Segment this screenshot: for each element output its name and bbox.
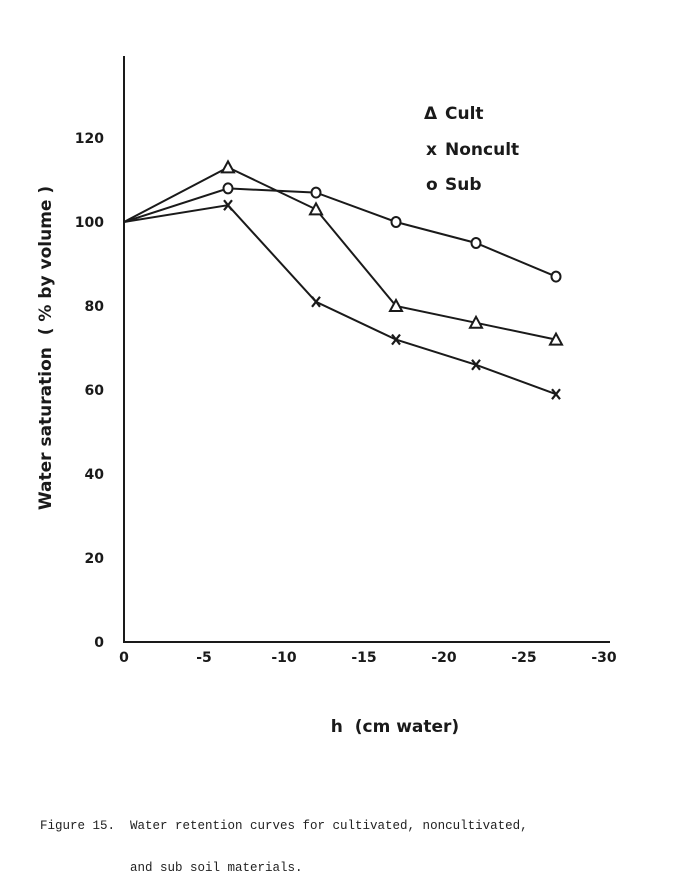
- legend-label-cult: Cult: [445, 104, 484, 124]
- data-point-cult: [468, 314, 484, 329]
- x-axis-label: h (cm water): [331, 717, 459, 737]
- data-point-noncult: [223, 199, 233, 211]
- data-point-sub: [310, 186, 322, 199]
- data-point-sub: [222, 182, 234, 195]
- y-tick-label: 20: [85, 551, 105, 567]
- series-line-noncult: [123, 204, 557, 396]
- series-group: [123, 159, 564, 400]
- legend-symbol-cult: Δ: [424, 104, 438, 124]
- legend-symbol-noncult: x: [426, 140, 437, 160]
- legend-item-cult: Δ Cult: [424, 104, 484, 124]
- x-tick-label: -10: [271, 650, 297, 666]
- y-tick-label: 0: [94, 635, 104, 651]
- series-sub: [123, 182, 562, 283]
- series-line-sub: [123, 187, 557, 278]
- data-point-cult: [548, 331, 564, 346]
- data-point-cult: [308, 201, 324, 216]
- data-point-sub: [550, 270, 562, 283]
- legend: Δ Cult x Noncult o Sub: [424, 104, 519, 195]
- series-line-cult: [123, 166, 557, 341]
- y-tick-label: 60: [85, 383, 105, 399]
- x-tick-label: -5: [196, 650, 212, 666]
- legend-item-sub: o Sub: [426, 175, 482, 195]
- ticks: 0 -5 -10 -15 -20 -25 -30 0 20 40 60 80 100 120: [75, 131, 617, 666]
- x-tick-label: -25: [511, 650, 536, 666]
- legend-label-sub: Sub: [445, 175, 482, 195]
- data-point-cult: [388, 297, 404, 312]
- legend-symbol-sub: o: [426, 175, 438, 195]
- axes: [123, 56, 610, 643]
- legend-item-noncult: x Noncult: [426, 140, 519, 160]
- data-point-noncult: [311, 296, 321, 308]
- series-cult: [123, 159, 564, 346]
- x-tick-label: -20: [431, 650, 457, 666]
- x-tick-label: -30: [591, 650, 617, 666]
- y-axis-label: Water saturation ( % by volume ): [36, 186, 56, 510]
- data-point-noncult: [551, 388, 561, 400]
- data-point-sub: [470, 237, 482, 249]
- data-point-sub: [390, 216, 402, 228]
- x-tick-label: -15: [351, 650, 376, 666]
- y-tick-label: 120: [75, 131, 104, 147]
- series-noncult: [123, 199, 561, 400]
- y-tick-label: 100: [75, 215, 104, 231]
- data-point-noncult: [391, 333, 401, 346]
- data-point-noncult: [471, 359, 481, 371]
- legend-label-noncult: Noncult: [445, 140, 519, 160]
- y-tick-label: 40: [85, 467, 105, 483]
- caption-line-2: and sub soil materials.: [40, 861, 303, 875]
- water-retention-chart: 0 -5 -10 -15 -20 -25 -30 0 20 40 60 80 100 120 Δ Cult…: [36, 56, 617, 737]
- data-point-cult: [220, 159, 236, 174]
- figure-caption: Figure 15. Water retention curves for cu…: [40, 791, 528, 889]
- caption-line-1: Figure 15. Water retention curves for cu…: [40, 819, 528, 833]
- y-tick-label: 80: [85, 299, 105, 315]
- x-tick-label: 0: [119, 650, 129, 666]
